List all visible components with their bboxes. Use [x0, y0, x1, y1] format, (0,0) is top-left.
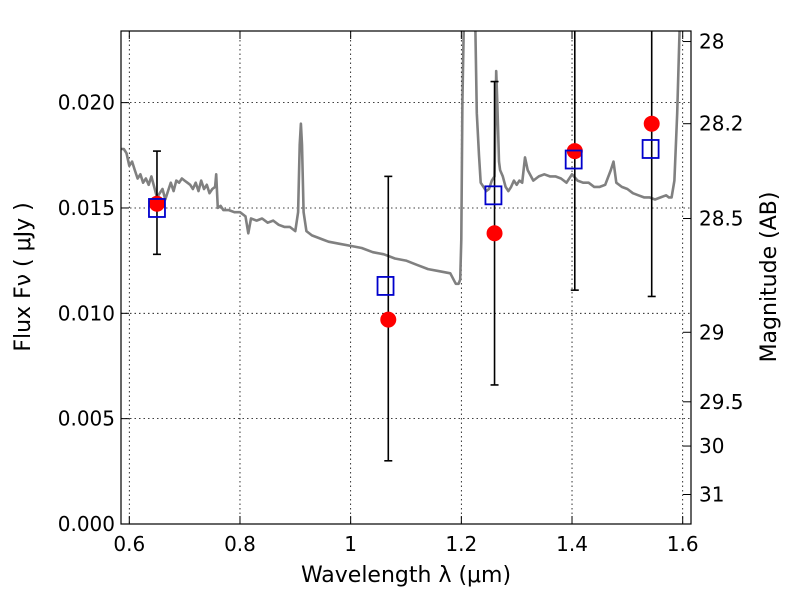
model-flux-square: [484, 185, 503, 206]
magnitude-tick-label: 28.5: [699, 207, 744, 231]
magnitude-tick-label: 28.2: [699, 112, 744, 136]
observed-flux-point: [380, 311, 397, 328]
y-tick-label: 0.005: [58, 407, 115, 431]
y-tick-label: 0.000: [58, 512, 115, 536]
y-tick-label: 0.020: [58, 91, 115, 115]
magnitude-axis-title: Magnitude (AB): [757, 192, 782, 363]
plot-frame: [120, 30, 692, 525]
y-tick-label: 0.010: [58, 301, 115, 325]
y-axis-title: Flux Fν ( μJy ): [11, 202, 36, 351]
magnitude-tick-label: 30: [699, 434, 724, 458]
model-flux-square: [564, 149, 583, 170]
x-tick-label: 1: [344, 532, 357, 556]
magnitude-tick-label: 28: [699, 30, 724, 54]
x-axis-title: Wavelength λ (μm): [301, 563, 511, 588]
x-tick-label: 0.8: [224, 532, 256, 556]
observed-flux-point: [486, 225, 503, 242]
y-tick-label: 0.015: [58, 196, 115, 220]
plot-area: [121, 31, 681, 462]
observed-flux-point: [643, 115, 660, 132]
magnitude-tick-label: 31: [699, 483, 724, 507]
model-flux-square: [148, 198, 166, 218]
x-tick-label: 1.6: [667, 532, 699, 556]
magnitude-tick-label: 29: [699, 320, 724, 344]
axis-ticks: 0.6 0.8 1 1.2 1.4 1.6 0.000 0.005 0.010 0.015 0.02…: [58, 30, 744, 556]
x-tick-label: 0.6: [113, 532, 145, 556]
model-flux-square: [376, 276, 395, 296]
x-tick-label: 1.2: [445, 532, 477, 556]
x-tick-label: 1.4: [556, 532, 588, 556]
model-spectrum-line: [121, 31, 465, 286]
magnitude-tick-label: 29.5: [699, 390, 744, 414]
model-flux-square: [641, 139, 660, 159]
model-spectrum-line: [474, 31, 681, 201]
